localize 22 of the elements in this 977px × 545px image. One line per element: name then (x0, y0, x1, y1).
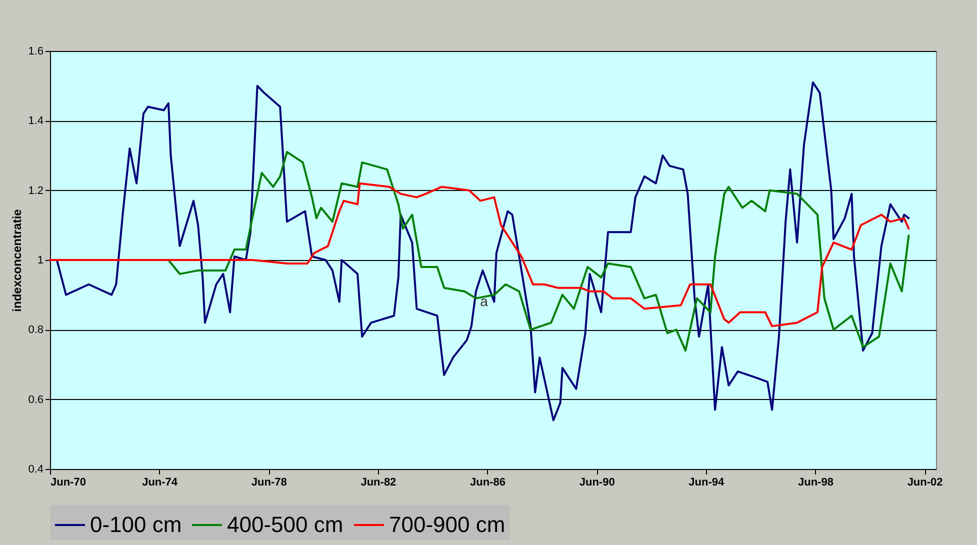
x-tick-label: Jun-70 (50, 476, 86, 488)
y-tick-label: 0.4 (28, 464, 44, 476)
legend-label: 700-900 cm (389, 512, 506, 537)
x-tick-label: Jun-86 (470, 476, 506, 488)
y-tick-label: 0.6 (28, 394, 44, 406)
annotation: a (480, 292, 488, 309)
y-axis-title: indexconcentratie (10, 208, 24, 312)
x-tick-label: Jun-90 (579, 476, 615, 488)
x-tick-label: Jun-94 (688, 476, 726, 488)
x-tick-label: Jun-02 (907, 476, 943, 488)
y-tick-label: 1.2 (28, 184, 44, 197)
y-tick-label: 0.8 (28, 324, 44, 336)
legend-label: 0-100 cm (90, 512, 182, 537)
legend-label: 400-500 cm (227, 512, 344, 537)
y-tick-label: 1.6 (28, 46, 44, 58)
line-series (49, 182, 910, 328)
y-tick-label: 1 (37, 254, 44, 266)
x-tick-label: Jun-78 (251, 476, 287, 488)
x-tick-label: Jun-98 (798, 476, 834, 488)
x-tick-label: Jun-82 (360, 476, 396, 488)
y-tick-label: 1.4 (28, 115, 44, 128)
x-tick-label: Jun-74 (142, 476, 178, 488)
